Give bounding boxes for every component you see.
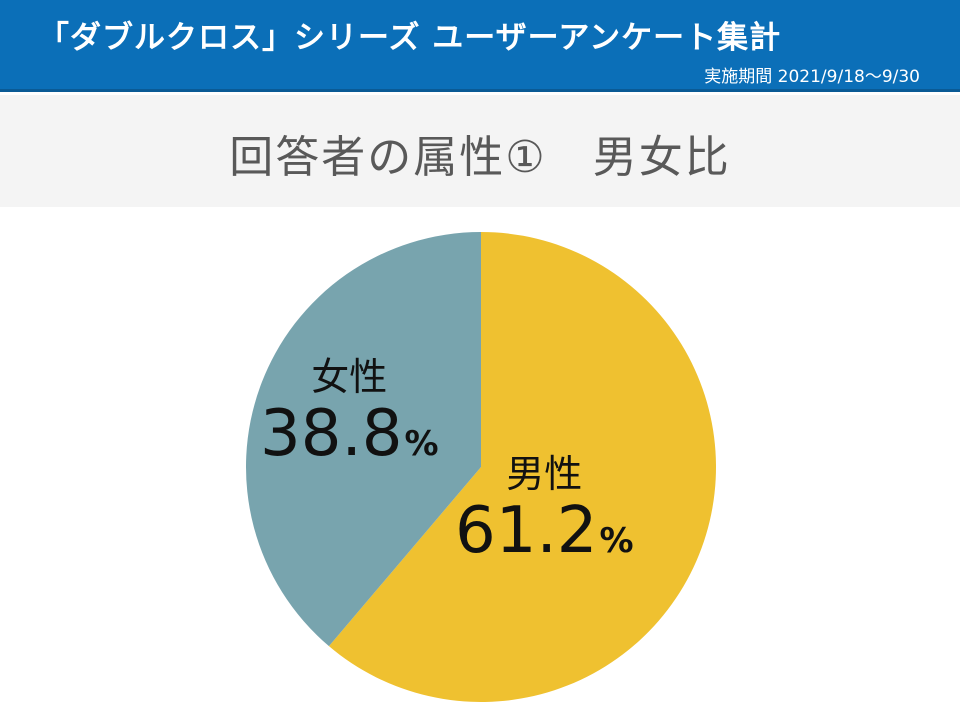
pie-slice-male: [328, 232, 717, 702]
slide-title-band: 回答者の属性① 男女比: [0, 95, 960, 207]
slice-value-male: 61.2%: [455, 494, 634, 568]
slice-name-female: 女性: [311, 355, 388, 399]
header-title: 「ダブルクロス」シリーズ ユーザーアンケート集計: [38, 20, 782, 56]
pie-slice-female: [246, 231, 481, 647]
header-bar: 「ダブルクロス」シリーズ ユーザーアンケート集計 実施期間 2021/9/18〜…: [0, 0, 960, 92]
slice-name-male: 男性: [506, 452, 583, 496]
slice-label-female: 女性 38.8%: [260, 355, 439, 479]
slide-title: 回答者の属性① 男女比: [229, 132, 731, 183]
survey-period: 実施期間 2021/9/18〜9/30: [704, 67, 920, 87]
slice-value-female: 38.8%: [260, 397, 439, 471]
slice-label-male: 男性 61.2%: [455, 452, 634, 576]
